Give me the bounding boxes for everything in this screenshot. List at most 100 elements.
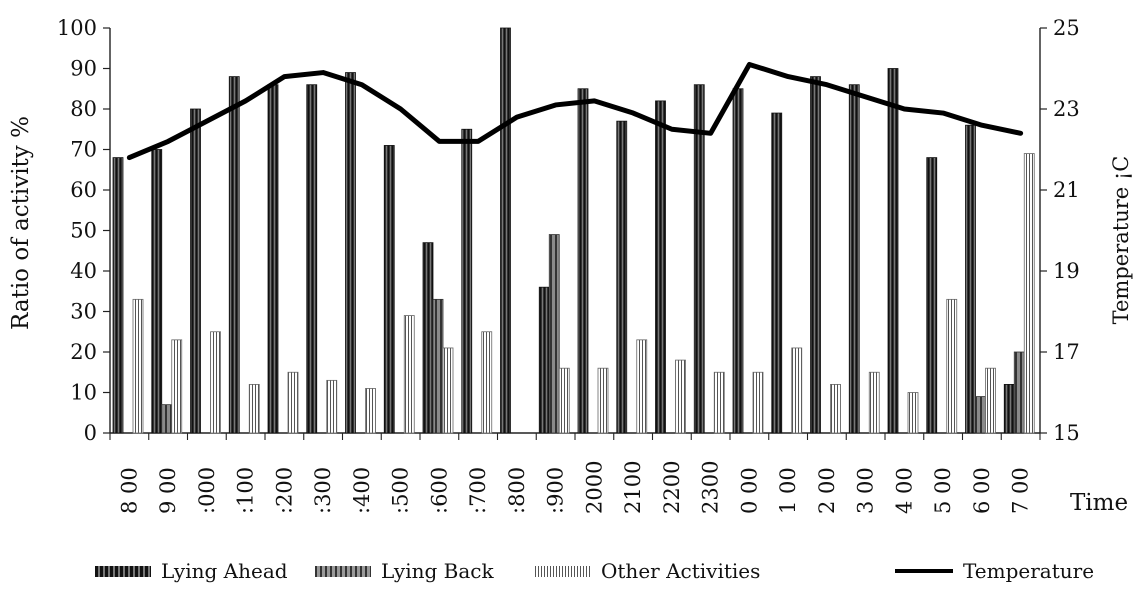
right-y-tick-label: 25	[1053, 16, 1080, 40]
bar-lying-ahead	[500, 27, 511, 434]
bar-lying-ahead	[267, 84, 279, 434]
bar-lying-ahead	[887, 68, 899, 434]
x-tick-label: 8 00	[117, 467, 141, 514]
bar-other-activities	[481, 331, 493, 434]
legend-swatch-lying-ahead	[95, 565, 151, 577]
bar-lying-ahead	[151, 149, 163, 434]
bar-lying-back	[975, 396, 986, 434]
bar-other-activities	[558, 367, 570, 434]
right-y-tick-label: 21	[1053, 178, 1080, 202]
y2-axis-label: Temperature ¡C	[1109, 156, 1133, 325]
left-y-tick-label: 80	[70, 97, 97, 121]
right-y-tick-label: 19	[1053, 259, 1080, 283]
left-y-tick-label: 70	[70, 138, 97, 162]
x-tick-label: :500	[389, 467, 413, 514]
left-y-tick-label: 10	[70, 381, 97, 405]
legend-swatch-lying-back	[315, 565, 371, 577]
legend-label-temperature: Temperature	[963, 559, 1095, 583]
x-tick-label: 3 00	[854, 467, 878, 514]
bar-lying-ahead	[383, 145, 395, 434]
bar-other-activities	[597, 367, 609, 434]
bar-other-activities	[210, 331, 221, 434]
bar-other-activities	[675, 359, 686, 434]
bar-lying-ahead	[848, 84, 860, 434]
left-y-tick-label: 90	[70, 57, 97, 81]
right-y-tick-label: 17	[1053, 340, 1080, 364]
bar-lying-ahead	[926, 157, 938, 434]
bar-other-activities	[442, 347, 454, 434]
x-tick-label: 5 00	[931, 467, 955, 514]
bar-lying-ahead	[616, 120, 628, 434]
bar-lying-back	[548, 234, 560, 434]
bar-lying-ahead	[577, 88, 589, 434]
left-y-tick-label: 40	[70, 259, 97, 283]
x-axis-label: Time	[1070, 490, 1128, 516]
x-tick-label: :200	[272, 467, 296, 514]
bar-lying-ahead	[965, 124, 976, 434]
legend-item-other-activities: Other Activities	[535, 559, 760, 583]
bar-other-activities	[946, 298, 958, 434]
labels-layer: 0 10 20 30 40 50 60 70 80 90 100 15 17 19 21 23 25 8 00 9 …	[8, 16, 1133, 516]
x-tick-label: 6 00	[970, 467, 994, 514]
bar-lying-ahead	[306, 84, 318, 434]
bar-lying-ahead	[345, 72, 356, 434]
bar-lying-ahead	[538, 286, 550, 434]
legend-item-temperature: Temperature	[895, 559, 1094, 583]
bar-lying-ahead	[693, 84, 705, 434]
bar-other-activities	[403, 315, 415, 434]
bar-other-activities	[907, 392, 919, 434]
bar-lying-ahead	[810, 76, 821, 434]
bar-other-activities	[713, 371, 725, 434]
left-y-tick-label: 0	[84, 421, 97, 445]
x-tick-label: :400	[350, 467, 374, 514]
x-tick-label: 1 00	[776, 467, 800, 514]
bar-lying-ahead	[112, 157, 124, 434]
bar-other-activities	[752, 371, 764, 434]
x-tick-label: 0 00	[737, 467, 761, 514]
left-y-tick-label: 20	[70, 340, 97, 364]
legend-item-lying-ahead: Lying Ahead	[95, 559, 288, 583]
bar-other-activities	[287, 371, 299, 434]
legend-swatch-other-activities	[535, 565, 591, 577]
right-y-tick-label: 23	[1053, 97, 1080, 121]
bar-lying-ahead	[461, 128, 473, 434]
y-axis-label: Ratio of activity %	[8, 116, 34, 330]
left-y-tick-label: 60	[70, 178, 97, 202]
x-tick-label: 2 00	[815, 467, 839, 514]
temperature-line	[126, 61, 1024, 161]
right-y-tick-label: 15	[1053, 421, 1080, 445]
x-tick-label: 2000	[582, 461, 606, 514]
x-tick-label: 2100	[621, 461, 645, 514]
x-tick-label: :900	[544, 467, 568, 514]
bar-other-activities	[985, 367, 996, 434]
bar-lying-back	[1013, 351, 1025, 434]
x-tick-label: 2200	[660, 461, 684, 514]
bar-other-activities	[830, 383, 841, 434]
bar-other-activities	[868, 371, 880, 434]
temperature-line-layer	[126, 61, 1024, 161]
legend-label-other-activities: Other Activities	[601, 559, 761, 583]
bar-lying-ahead	[1003, 383, 1015, 434]
x-tick-label: :100	[234, 467, 258, 514]
axes-layer	[103, 27, 1047, 440]
bar-lying-back	[432, 298, 444, 434]
bar-lying-ahead	[228, 76, 240, 434]
legend-label-lying-ahead: Lying Ahead	[161, 559, 288, 583]
x-tick-label: :600	[427, 467, 451, 514]
bar-other-activities	[365, 388, 376, 434]
bar-other-activities	[636, 339, 648, 434]
x-tick-label: :800	[505, 467, 529, 514]
x-tick-label: :300	[311, 467, 335, 514]
bar-other-activities	[132, 298, 144, 434]
left-y-tick-label: 30	[70, 300, 97, 324]
x-tick-label: :000	[195, 467, 219, 514]
x-tick-label: 9 00	[156, 467, 180, 514]
left-y-tick-label: 50	[70, 219, 97, 243]
bar-other-activities	[326, 379, 338, 434]
legend: Lying Ahead Lying Back Other Activities …	[70, 559, 1130, 583]
left-y-tick-label: 100	[57, 16, 97, 40]
bar-other-activities	[791, 347, 803, 434]
legend-swatch-temperature	[895, 569, 953, 573]
